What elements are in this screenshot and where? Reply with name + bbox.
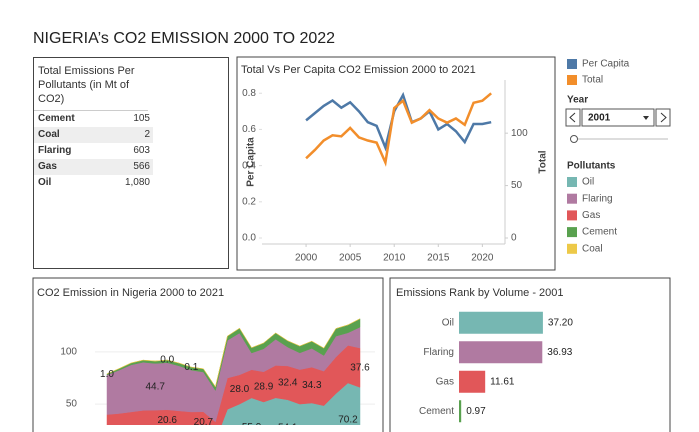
value-label: 54.1 [278,423,298,432]
value-label: 20.7 [194,417,214,428]
cell-value: 2 [144,129,150,140]
legend-label: Flaring [582,193,613,204]
legend-label: Gas [582,210,600,221]
y-tick-label: Oil [442,317,454,328]
y-axis-label: Per Capita [246,137,257,187]
value-label: 55.9 [242,422,262,432]
value-label: 0.1 [184,362,198,373]
y-tick-label: 100 [60,346,77,357]
value-label: 70.2 [338,414,358,425]
y-tick-label: 0.6 [242,124,256,135]
cell-value: 105 [133,113,150,124]
legend-swatch [567,193,577,204]
legend-label: Coal [582,243,603,254]
x-tick-label: 2010 [383,253,406,264]
table-row: Flaring 603 [34,143,153,159]
bar [459,400,462,423]
line-series [305,92,492,167]
chart-title: CO2 Emission in Nigeria 2000 to 2021 [37,287,224,299]
legend-swatch [567,75,577,85]
dropdown-icon [643,116,649,120]
value-label: 11.61 [490,376,515,387]
x-tick-label: 2015 [427,253,450,264]
prev-icon [569,112,576,123]
value-label: 34.3 [302,380,322,391]
year-dropdown[interactable] [581,108,655,127]
value-label: 44.7 [145,381,165,392]
legend-swatch [567,177,577,187]
cell-name: Cement [38,113,75,124]
value-label: 28.9 [254,382,274,393]
table-row: Cement 105 [34,111,153,127]
table-title: Total Emissions Per Pollutants (in Mt of… [34,58,148,111]
legend-label: Oil [582,177,594,188]
legend-swatch [567,243,577,254]
chart-title: Emissions Rank by Volume - 2001 [396,287,564,299]
cell-value: 566 [133,161,150,172]
panel [389,277,671,432]
cell-name: Oil [38,177,52,188]
y2-axis-label: Total [538,150,549,173]
value-label: 36.93 [547,347,572,358]
y-tick-label: 0.8 [242,88,256,99]
x-tick-label: 2005 [339,253,362,264]
cell-value: 1,080 [124,177,150,188]
table-row: Oil 1,080 [34,175,153,191]
cell-value: 603 [133,145,150,156]
next-button[interactable] [655,108,671,127]
cell-name: Coal [38,129,60,140]
legend-swatch [567,210,577,221]
value-label: 1.0 [100,369,114,380]
y-tick-label: 0.0 [242,233,256,244]
value-label: 0.0 [160,355,174,366]
table-panel: Total Emissions Per Pollutants (in Mt of… [33,57,229,269]
y-tick-label: 50 [66,399,78,410]
next-icon [660,112,667,123]
panel [32,277,384,432]
y2-tick-label: 100 [511,128,528,139]
value-label: 0.97 [466,406,486,417]
value-label: 32.4 [278,378,298,389]
cell-name: Gas [38,161,57,172]
page-title: NIGERIA’s CO2 EMISSION 2000 TO 2022 [33,30,335,47]
bar [459,311,543,334]
prev-button[interactable] [565,108,581,127]
slider-handle[interactable] [570,135,578,143]
legend-label: Total [582,75,603,86]
x-tick-label: 2000 [295,253,318,264]
legend-title: Pollutants [567,161,616,172]
y2-tick-label: 0 [511,233,517,244]
y-tick-label: Flaring [423,347,454,358]
panel [236,56,556,271]
filter-label: Year [567,95,588,106]
x-tick-label: 2020 [471,253,494,264]
area-series [106,318,361,388]
legend-label: Cement [582,227,617,238]
y-tick-label: Gas [436,376,454,387]
y-tick-label: Cement [419,406,454,417]
legend-swatch [567,59,577,69]
value-label: 20.6 [158,415,178,426]
value-label: 28.0 [230,384,250,395]
y2-tick-label: 50 [511,180,523,191]
chart-title: Total Vs Per Capita CO2 Emission 2000 to… [241,64,476,76]
dropdown-value: 2001 [588,113,611,124]
area-series [221,382,361,425]
value-label: 37.20 [548,317,573,328]
value-label: 37.6 [350,362,370,373]
value-label: 48.5 [314,426,334,432]
y-tick-label: 0.4 [242,160,256,171]
area-group: 55.9 54.1 48.5 70.2 20.6 20.7 28.0 28.9 32.4 34.3… [100,318,370,432]
table-body: Cement 105 Coal 2 Flaring 603 Gas 566 Oil 1,080 [34,111,228,191]
table-row: Coal 2 [34,127,153,143]
y-tick-label: 0.2 [242,196,256,207]
table-row: Gas 566 [34,159,153,175]
legend-label: Per Capita [582,59,630,70]
bar [459,370,486,393]
bar [459,341,543,364]
cell-name: Flaring [38,145,72,156]
legend-swatch [567,227,577,238]
